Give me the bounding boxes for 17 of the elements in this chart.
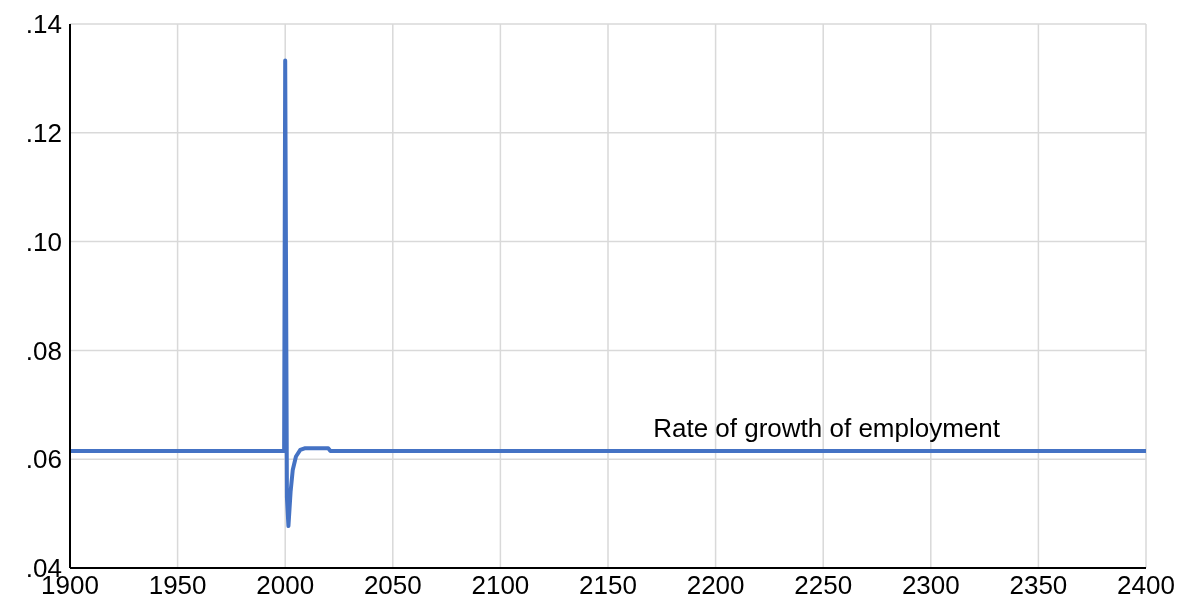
x-tick-label: 2100 xyxy=(471,570,530,601)
x-tick-label: 2350 xyxy=(1009,570,1068,601)
x-tick-label: 2000 xyxy=(256,570,315,601)
series-label: Rate of growth of employment xyxy=(653,413,1001,444)
x-tick-label: 2050 xyxy=(363,570,422,601)
y-tick-label: .08 xyxy=(25,335,62,366)
y-tick-label: .06 xyxy=(25,444,62,475)
y-tick-label: .10 xyxy=(25,226,62,257)
x-tick-label: 1950 xyxy=(148,570,207,601)
x-tick-label: 2250 xyxy=(794,570,853,601)
x-tick-label: 2200 xyxy=(686,570,745,601)
x-tick-label: 2400 xyxy=(1117,570,1175,601)
line-series xyxy=(70,58,1146,529)
x-tick-label: 2300 xyxy=(901,570,960,601)
x-tick-label: 2150 xyxy=(579,570,637,601)
y-tick-label: .12 xyxy=(25,118,62,149)
y-tick-label: .14 xyxy=(25,9,62,40)
